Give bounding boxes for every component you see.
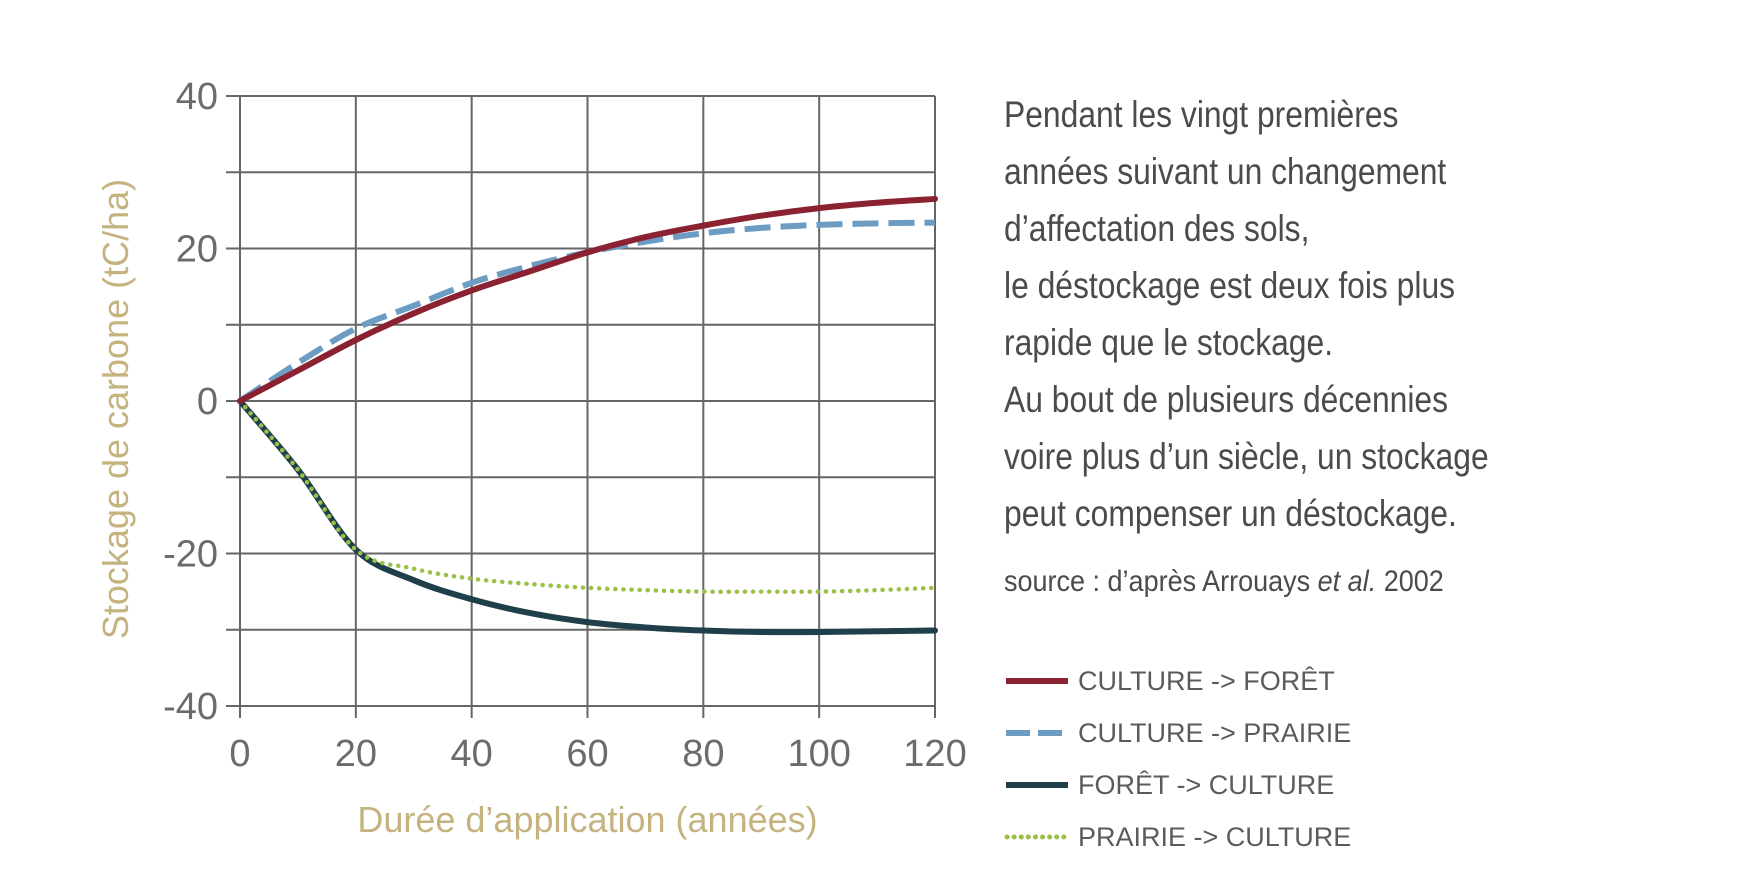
legend-item-culture-foret: CULTURE -> FORÊT	[1004, 655, 1351, 707]
y-tick-label: 20	[176, 229, 218, 271]
legend-swatch-culture-foret	[1006, 678, 1068, 684]
legend-item-culture-prairie: CULTURE -> PRAIRIE	[1004, 707, 1351, 759]
source-suffix: 2002	[1376, 565, 1444, 598]
chart-series	[237, 195, 938, 636]
y-tick-label: 40	[176, 76, 218, 118]
description-line: années suivant un changement	[1004, 151, 1447, 192]
legend-swatch-foret-culture	[1006, 782, 1068, 788]
legend-item-prairie-culture: PRAIRIE -> CULTURE	[1004, 811, 1351, 863]
source-italic: et al.	[1317, 565, 1377, 598]
x-tick-label: 40	[451, 733, 493, 775]
legend-label: FORÊT -> CULTURE	[1078, 769, 1335, 800]
source-citation: source : d’après Arrouays et al. 2002	[1004, 565, 1444, 599]
x-tick-label: 60	[566, 733, 608, 775]
x-tick-label: 20	[335, 733, 377, 775]
y-tick-label: -40	[163, 686, 218, 728]
x-tick-label: 80	[682, 733, 724, 775]
legend-item-foret-culture: FORÊT -> CULTURE	[1004, 759, 1351, 811]
chart-grid	[226, 95, 936, 718]
description-line: rapide que le stockage.	[1004, 322, 1334, 363]
x-tick-label: 120	[903, 733, 966, 775]
description-line: Pendant les vingt premières	[1004, 94, 1399, 135]
description-text: Pendant les vingt premières années suiva…	[1004, 86, 1520, 542]
chart-legend: CULTURE -> FORÊT CULTURE -> PRAIRIE FORÊ…	[1004, 655, 1351, 863]
legend-swatch-prairie-culture	[1004, 834, 1070, 840]
description-line: Au bout de plusieurs décennies	[1004, 379, 1449, 420]
carbon-storage-chart: -40 -20 0 20 40 0 20 40 60 80 100 120 Durée d’appli…	[95, 76, 967, 840]
y-tick-label: -20	[163, 534, 218, 576]
x-tick-label: 0	[229, 733, 250, 775]
x-axis-title: Durée d’application (années)	[357, 799, 817, 840]
description-line: voire plus d’un siècle, un stockage	[1004, 436, 1489, 477]
y-tick-label: 0	[197, 381, 218, 423]
description-line: peut compenser un déstockage.	[1004, 493, 1457, 534]
series-line-0	[237, 195, 938, 404]
legend-label: CULTURE -> FORÊT	[1078, 665, 1335, 696]
legend-label: CULTURE -> PRAIRIE	[1078, 717, 1352, 748]
description-line: le déstockage est deux fois plus	[1004, 265, 1456, 306]
x-tick-label: 100	[787, 733, 850, 775]
source-prefix: source : d’après Arrouays	[1004, 565, 1318, 598]
legend-label: PRAIRIE -> CULTURE	[1078, 821, 1352, 852]
chart-ticks: -40 -20 0 20 40 0 20 40 60 80 100 120	[163, 76, 967, 775]
description-line: d’affectation des sols,	[1004, 208, 1310, 249]
y-axis-title: Stockage de carbone (tC/ha)	[95, 179, 136, 639]
series-line-3	[237, 398, 938, 594]
legend-swatch-culture-prairie	[1006, 730, 1068, 736]
